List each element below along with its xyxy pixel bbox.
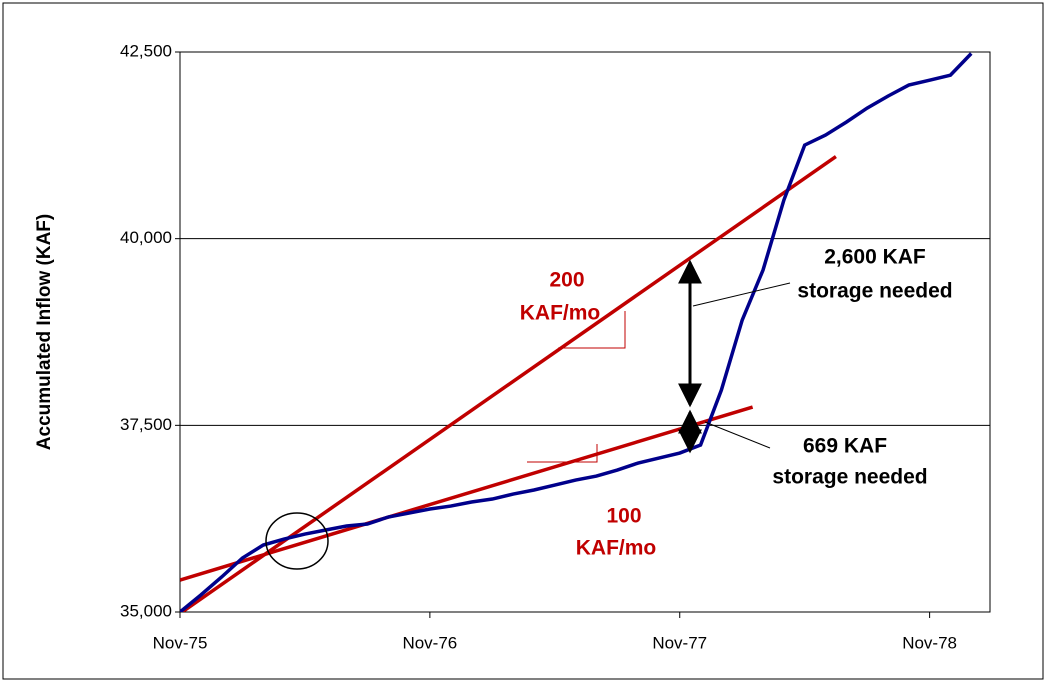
intersection-circle (265, 512, 329, 570)
plot-frame (179, 51, 991, 613)
slope-bracket (527, 444, 598, 463)
leader-line (704, 421, 771, 449)
leader-line (692, 282, 791, 307)
y-tick-label: 35,000 (120, 601, 172, 620)
y-tick-label: 37,500 (120, 415, 172, 434)
x-tick-label: Nov-77 (652, 633, 707, 652)
annotation: KAF/mo (576, 537, 657, 560)
data-line (180, 52, 973, 612)
x-tick-label: Nov-76 (402, 633, 457, 652)
slope-bracket (558, 311, 626, 349)
x-tick-label: Nov-75 (153, 633, 208, 652)
annotation: 200 (549, 269, 584, 292)
y-axis-title: Accumulated Inflow (KAF) (34, 214, 55, 450)
data-line (180, 405, 754, 582)
x-tick-label: Nov-78 (902, 633, 957, 652)
y-tick-label: 40,000 (120, 228, 172, 247)
annotation: 2,600 KAF (824, 246, 926, 269)
annotation: storage needed (797, 280, 952, 303)
annotation: KAF/mo (520, 302, 601, 325)
annotation: 669 KAF (803, 435, 887, 458)
annotation: storage needed (772, 466, 927, 489)
y-tick-label: 42,500 (120, 41, 172, 60)
annotation: 100 (606, 505, 641, 528)
